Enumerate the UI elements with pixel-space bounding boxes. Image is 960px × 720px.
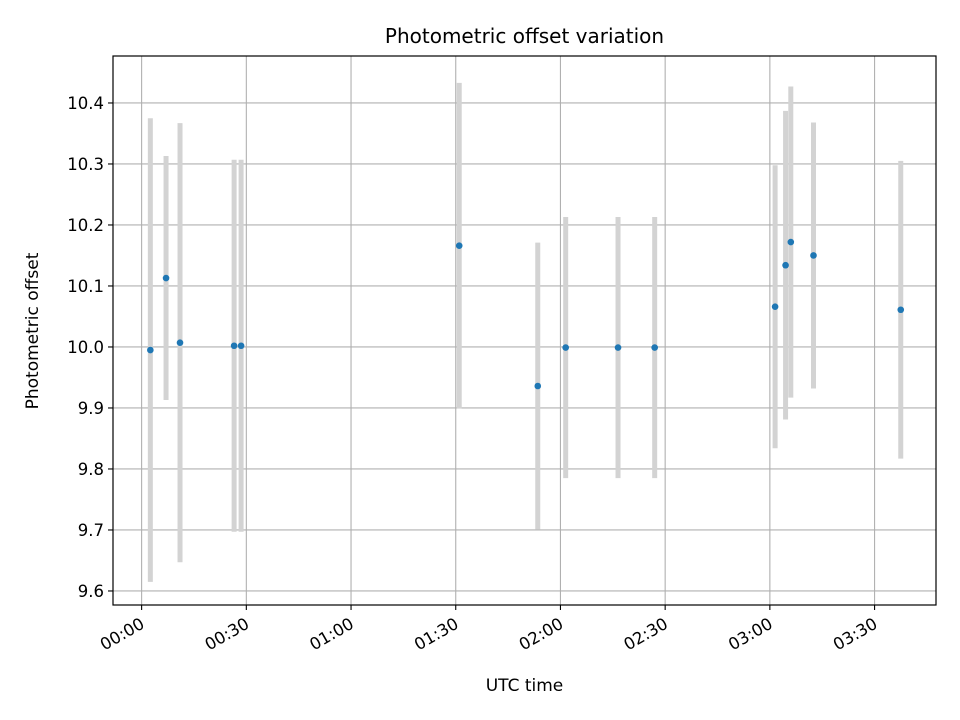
y-tick-label: 10.3 <box>67 155 104 174</box>
data-point <box>897 306 905 314</box>
y-tick-label: 10.2 <box>67 216 104 235</box>
x-axis-title: UTC time <box>486 676 564 696</box>
y-tick-label: 10.4 <box>67 94 104 113</box>
data-point <box>787 238 795 246</box>
y-axis: 9.6 9.7 9.8 9.9 10.0 10.1 10.2 10.3 10.4 <box>67 94 113 601</box>
data-point <box>455 242 463 250</box>
data-point <box>147 346 154 354</box>
y-tick-label: 9.6 <box>78 582 104 601</box>
data-point <box>162 274 170 282</box>
data-point <box>771 303 779 311</box>
data-point <box>562 344 569 351</box>
y-tick-label: 10.0 <box>67 338 104 357</box>
data-point <box>782 261 789 269</box>
y-tick-label: 9.8 <box>78 460 104 479</box>
plot-frame <box>112 55 937 606</box>
y-axis-title: Photometric offset <box>23 252 43 409</box>
data-point <box>810 252 817 259</box>
data-point <box>534 382 542 390</box>
data-point <box>176 339 184 347</box>
data-point <box>614 344 622 351</box>
chart-title: Photometric offset variation <box>385 24 664 48</box>
grid <box>113 56 936 605</box>
y-tick-label: 9.7 <box>78 521 104 540</box>
y-tick-label: 9.9 <box>78 399 104 418</box>
data-points <box>147 238 905 390</box>
data-point <box>237 342 245 350</box>
y-tick-label: 10.1 <box>67 277 104 296</box>
data-point <box>230 342 238 350</box>
data-point <box>651 344 658 351</box>
